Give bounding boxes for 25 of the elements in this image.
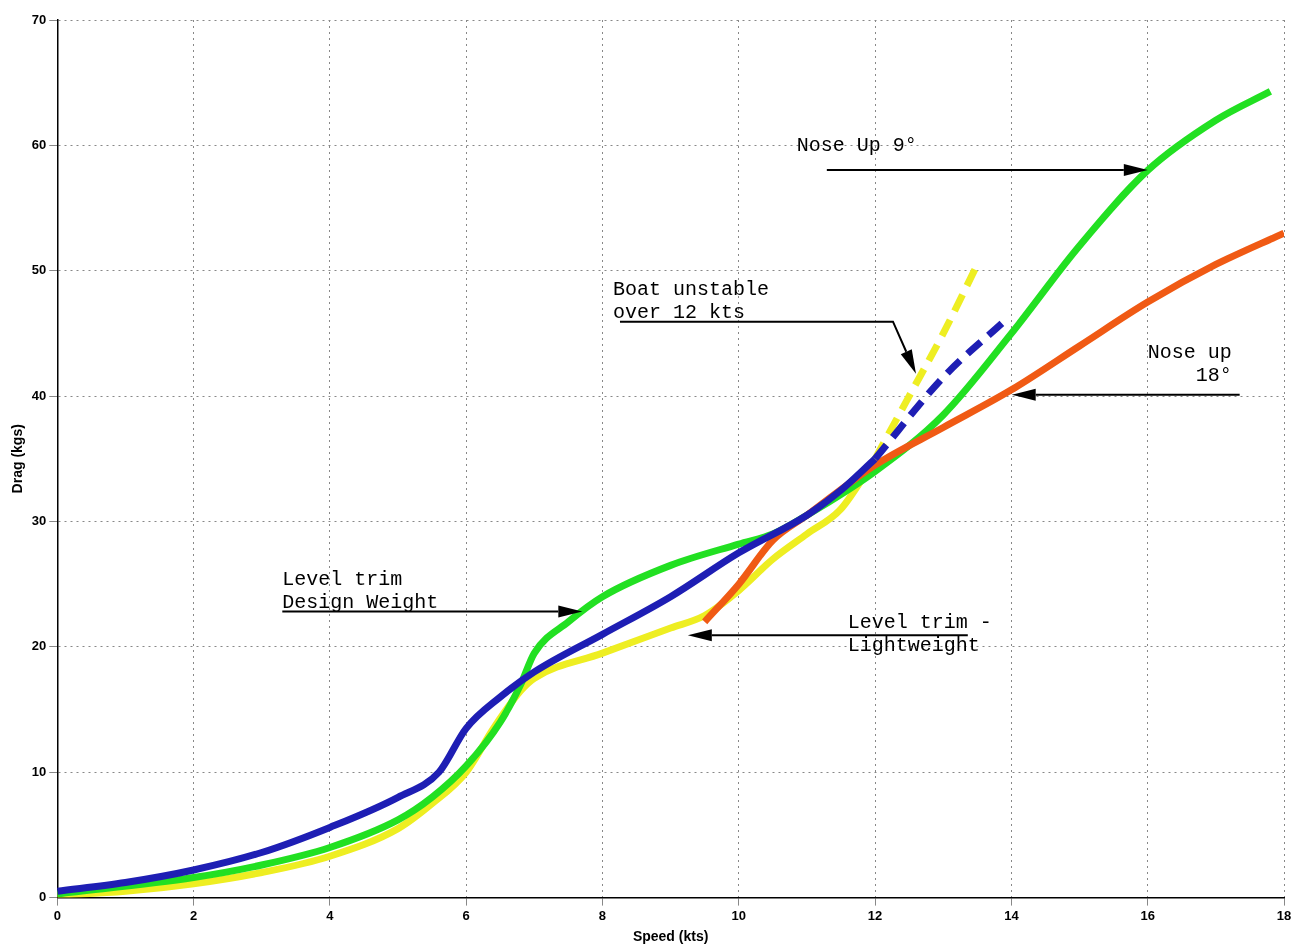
y-tick-label: 0 <box>39 889 47 905</box>
x-tick-label: 8 <box>598 907 607 923</box>
y-tick-label: 30 <box>31 513 47 529</box>
annotation: Level trim - Lightweight <box>847 611 993 658</box>
x-tick-label: 16 <box>1140 907 1155 923</box>
y-tick-label: 40 <box>31 387 47 403</box>
x-tick-label: 4 <box>326 907 335 923</box>
x-tick-label: 10 <box>731 907 747 923</box>
y-tick-label: 50 <box>31 262 47 278</box>
x-tick-label: 14 <box>1004 907 1020 923</box>
annotation: Boat unstable over 12 kts <box>612 277 770 324</box>
annotation: Level trim Design Weight <box>282 567 440 614</box>
annotation: Nose Up 9° <box>796 134 918 158</box>
x-tick-label: 6 <box>462 907 470 923</box>
y-tick-label: 60 <box>31 136 47 152</box>
x-tick-label: 12 <box>867 907 883 923</box>
y-tick-label: 10 <box>31 763 47 779</box>
y-axis-title: Drag (kgs) <box>9 424 26 494</box>
x-tick-label: 0 <box>53 907 61 923</box>
y-tick-label: 20 <box>31 638 47 654</box>
x-tick-label: 18 <box>1276 907 1292 923</box>
x-axis-title: Speed (kts) <box>632 928 709 945</box>
annotation: Nose up 18° <box>1146 340 1232 387</box>
x-tick-label: 2 <box>189 907 198 923</box>
y-tick-label: 70 <box>31 11 47 27</box>
